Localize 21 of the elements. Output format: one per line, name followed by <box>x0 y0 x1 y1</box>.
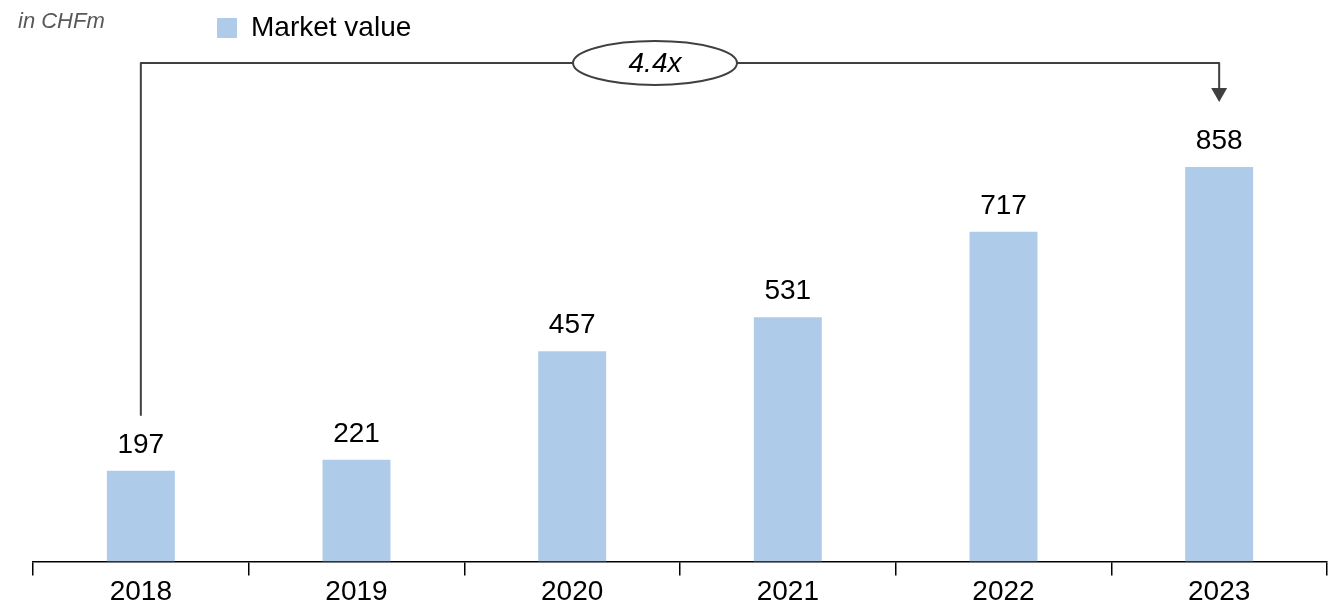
data-label: 717 <box>980 188 1027 220</box>
data-label: 858 <box>1195 123 1243 155</box>
bar <box>969 231 1038 562</box>
x-tick-label: 2018 <box>109 574 172 606</box>
x-tick-label: 2020 <box>541 574 604 606</box>
text: 4.4x <box>628 46 683 78</box>
data-label: 197 <box>117 427 165 459</box>
x-tick-label: 2023 <box>1188 574 1251 606</box>
data-label: 221 <box>333 416 380 448</box>
x-tick-label: 2021 <box>756 574 819 606</box>
legend-label: Market value <box>251 10 412 42</box>
chart-subtitle: in CHFm <box>18 8 105 34</box>
bar <box>1185 167 1254 562</box>
data-label: 531 <box>764 274 812 306</box>
bar <box>106 470 175 562</box>
data-label: 457 <box>548 308 596 340</box>
bar <box>753 317 822 562</box>
x-tick-label: 2019 <box>325 574 388 606</box>
x-tick-label: 2022 <box>972 574 1035 606</box>
bar <box>538 351 607 562</box>
bar <box>322 459 391 562</box>
